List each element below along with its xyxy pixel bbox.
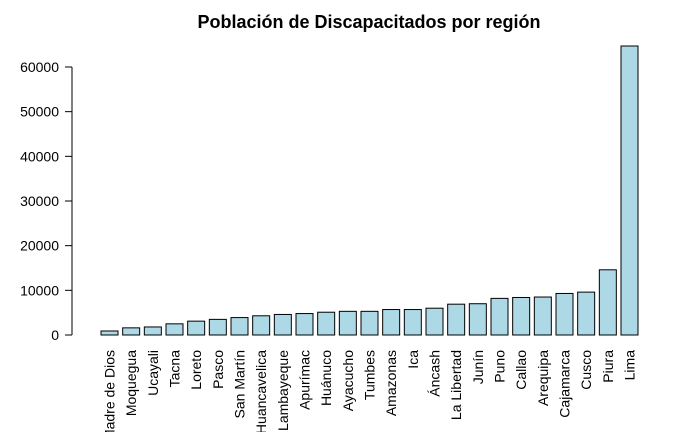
x-tick-label: San Martín [232,350,248,418]
x-tick-label: La Libertad [448,350,464,420]
x-tick-label: Junín [470,350,486,384]
bar [468,303,487,336]
x-tick-label: Callao [513,350,529,390]
x-tick-label: Piura [600,350,616,383]
x-tick-label: Áncash [427,350,443,397]
y-tick-label: 30000 [20,193,59,209]
bar [338,310,357,336]
x-tick-label: Arequipa [535,350,551,406]
bar [208,318,227,336]
bar [533,296,552,336]
y-axis: 0 10000 20000 30000 40000 50000 60000 [20,59,73,343]
x-tick-label: Huánuco [318,350,334,406]
bar [295,313,314,336]
bar [143,326,162,336]
bar [447,303,466,336]
bar [403,309,422,336]
bar [512,296,531,336]
y-tick-label: 20000 [20,238,59,254]
bar [577,291,596,336]
bar [490,297,509,336]
y-tick-label: 10000 [20,282,59,298]
bar [165,323,184,336]
x-tick-label: Tacna [167,350,183,388]
bar [360,310,379,336]
bar [187,320,206,336]
x-tick-label: Ucayali [145,350,161,396]
x-tick-label: Lambayeque [275,350,291,431]
bar [555,292,574,336]
x-tick-label: Huancavelica [253,350,269,432]
bar [382,309,401,336]
x-tick-label: Cajamarca [557,350,573,418]
y-tick-label: 60000 [20,59,59,75]
x-tick-label: Amazonas [383,350,399,416]
y-tick-label: 40000 [20,148,59,164]
bar [317,311,336,336]
y-tick-label: 50000 [20,104,59,120]
x-tick-label: Moquegua [123,350,139,416]
bars-layer [100,45,639,336]
x-axis-labels: Madre de Dios Moquegua Ucayali Tacna Loreto P… [102,350,638,432]
x-tick-label: Tumbes [362,350,378,400]
x-tick-label: Apurímac [297,350,313,410]
x-tick-label: Loreto [188,350,204,390]
x-tick-label: Ica [405,350,421,369]
x-tick-label: Lima [622,350,638,381]
x-tick-label: Pasco [210,350,226,389]
bar [620,45,639,336]
bar [122,327,141,336]
bar [425,307,444,336]
bar [230,317,249,336]
chart-title: Población de Discapacitados por región [197,12,540,32]
bar [252,315,271,336]
y-tick-label: 0 [51,327,59,343]
x-tick-label: Cusco [578,350,594,390]
x-tick-label: Madre de Dios [102,350,118,432]
x-tick-label: Puno [492,350,508,383]
bar [273,313,292,336]
bar [598,269,617,336]
bar [100,330,119,336]
x-tick-label: Ayacucho [340,350,356,411]
